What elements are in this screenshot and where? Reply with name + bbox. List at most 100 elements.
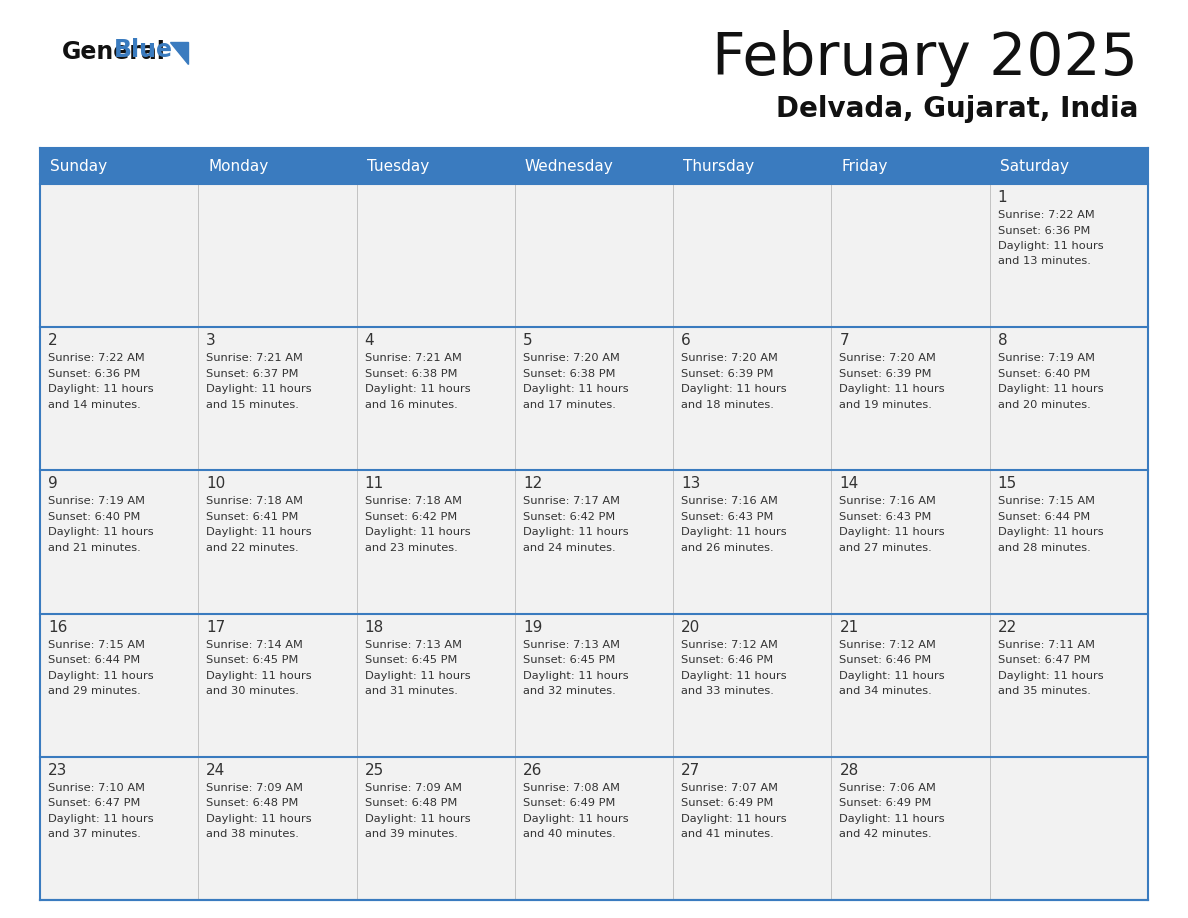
Text: 9: 9 — [48, 476, 58, 491]
Text: and 30 minutes.: and 30 minutes. — [207, 686, 299, 696]
Bar — [198, 327, 356, 470]
Bar — [514, 470, 674, 613]
Bar — [514, 184, 674, 327]
Text: Sunrise: 7:14 AM: Sunrise: 7:14 AM — [207, 640, 303, 650]
Text: Sunset: 6:44 PM: Sunset: 6:44 PM — [998, 512, 1089, 522]
Text: Sunset: 6:49 PM: Sunset: 6:49 PM — [840, 799, 931, 809]
Text: Daylight: 11 hours: Daylight: 11 hours — [840, 813, 944, 823]
Polygon shape — [170, 42, 188, 64]
Bar — [198, 184, 356, 327]
Text: Sunset: 6:37 PM: Sunset: 6:37 PM — [207, 369, 299, 379]
Text: 22: 22 — [998, 620, 1017, 634]
Text: Wednesday: Wednesday — [525, 159, 614, 174]
Bar — [40, 613, 198, 756]
Text: and 37 minutes.: and 37 minutes. — [48, 829, 141, 839]
Text: and 40 minutes.: and 40 minutes. — [523, 829, 615, 839]
Text: Sunset: 6:46 PM: Sunset: 6:46 PM — [681, 655, 773, 666]
Text: and 35 minutes.: and 35 minutes. — [998, 686, 1091, 696]
Text: General: General — [62, 40, 166, 64]
Text: Sunset: 6:49 PM: Sunset: 6:49 PM — [523, 799, 615, 809]
Text: 6: 6 — [681, 333, 691, 348]
Text: and 15 minutes.: and 15 minutes. — [207, 399, 299, 409]
Text: Sunrise: 7:07 AM: Sunrise: 7:07 AM — [681, 783, 778, 793]
Text: Sunrise: 7:20 AM: Sunrise: 7:20 AM — [681, 353, 778, 364]
Bar — [356, 184, 514, 327]
Text: Sunrise: 7:16 AM: Sunrise: 7:16 AM — [840, 497, 936, 507]
Text: Daylight: 11 hours: Daylight: 11 hours — [840, 671, 944, 680]
Text: Sunrise: 7:17 AM: Sunrise: 7:17 AM — [523, 497, 620, 507]
Text: Sunset: 6:49 PM: Sunset: 6:49 PM — [681, 799, 773, 809]
Text: and 26 minutes.: and 26 minutes. — [681, 543, 773, 553]
Text: Daylight: 11 hours: Daylight: 11 hours — [207, 528, 312, 537]
Text: Sunrise: 7:18 AM: Sunrise: 7:18 AM — [365, 497, 462, 507]
Text: Sunset: 6:43 PM: Sunset: 6:43 PM — [840, 512, 931, 522]
Text: Daylight: 11 hours: Daylight: 11 hours — [523, 813, 628, 823]
Text: Sunrise: 7:19 AM: Sunrise: 7:19 AM — [998, 353, 1094, 364]
Text: and 14 minutes.: and 14 minutes. — [48, 399, 140, 409]
Bar — [356, 756, 514, 900]
Text: Tuesday: Tuesday — [367, 159, 429, 174]
Text: 13: 13 — [681, 476, 701, 491]
Text: 5: 5 — [523, 333, 532, 348]
Text: Sunrise: 7:19 AM: Sunrise: 7:19 AM — [48, 497, 145, 507]
Bar — [356, 613, 514, 756]
Text: and 41 minutes.: and 41 minutes. — [681, 829, 773, 839]
Text: Sunrise: 7:09 AM: Sunrise: 7:09 AM — [365, 783, 462, 793]
Text: Sunset: 6:42 PM: Sunset: 6:42 PM — [523, 512, 615, 522]
Bar — [990, 756, 1148, 900]
Text: Sunset: 6:36 PM: Sunset: 6:36 PM — [48, 369, 140, 379]
Text: Daylight: 11 hours: Daylight: 11 hours — [207, 385, 312, 394]
Bar — [990, 613, 1148, 756]
Text: Daylight: 11 hours: Daylight: 11 hours — [48, 528, 153, 537]
Text: 24: 24 — [207, 763, 226, 778]
Text: Sunrise: 7:12 AM: Sunrise: 7:12 AM — [681, 640, 778, 650]
Text: Sunrise: 7:08 AM: Sunrise: 7:08 AM — [523, 783, 620, 793]
Text: 28: 28 — [840, 763, 859, 778]
Text: 1: 1 — [998, 190, 1007, 205]
Bar — [674, 327, 832, 470]
Text: Sunrise: 7:15 AM: Sunrise: 7:15 AM — [48, 640, 145, 650]
Text: Daylight: 11 hours: Daylight: 11 hours — [681, 528, 786, 537]
Text: 3: 3 — [207, 333, 216, 348]
Text: Thursday: Thursday — [683, 159, 754, 174]
Text: Sunset: 6:44 PM: Sunset: 6:44 PM — [48, 655, 140, 666]
Text: Sunrise: 7:21 AM: Sunrise: 7:21 AM — [365, 353, 461, 364]
Bar — [514, 756, 674, 900]
Text: Daylight: 11 hours: Daylight: 11 hours — [840, 385, 944, 394]
Text: Sunrise: 7:21 AM: Sunrise: 7:21 AM — [207, 353, 303, 364]
Text: 4: 4 — [365, 333, 374, 348]
Text: Sunrise: 7:15 AM: Sunrise: 7:15 AM — [998, 497, 1094, 507]
Text: Sunset: 6:39 PM: Sunset: 6:39 PM — [840, 369, 931, 379]
Bar — [832, 470, 990, 613]
Bar — [356, 327, 514, 470]
Bar — [40, 470, 198, 613]
Text: Saturday: Saturday — [1000, 159, 1069, 174]
Text: and 29 minutes.: and 29 minutes. — [48, 686, 140, 696]
Text: and 17 minutes.: and 17 minutes. — [523, 399, 615, 409]
Text: Sunrise: 7:18 AM: Sunrise: 7:18 AM — [207, 497, 303, 507]
Text: Sunset: 6:41 PM: Sunset: 6:41 PM — [207, 512, 298, 522]
Text: and 39 minutes.: and 39 minutes. — [365, 829, 457, 839]
Text: Daylight: 11 hours: Daylight: 11 hours — [48, 385, 153, 394]
Text: Daylight: 11 hours: Daylight: 11 hours — [48, 671, 153, 680]
Text: 23: 23 — [48, 763, 68, 778]
Text: Sunrise: 7:13 AM: Sunrise: 7:13 AM — [365, 640, 462, 650]
Text: 19: 19 — [523, 620, 542, 634]
Text: Daylight: 11 hours: Daylight: 11 hours — [365, 385, 470, 394]
Text: Sunrise: 7:09 AM: Sunrise: 7:09 AM — [207, 783, 303, 793]
Text: Sunset: 6:46 PM: Sunset: 6:46 PM — [840, 655, 931, 666]
Bar — [198, 470, 356, 613]
Bar — [514, 613, 674, 756]
Text: Daylight: 11 hours: Daylight: 11 hours — [523, 385, 628, 394]
Text: Daylight: 11 hours: Daylight: 11 hours — [207, 671, 312, 680]
Text: and 24 minutes.: and 24 minutes. — [523, 543, 615, 553]
Text: Sunrise: 7:16 AM: Sunrise: 7:16 AM — [681, 497, 778, 507]
Text: and 31 minutes.: and 31 minutes. — [365, 686, 457, 696]
Text: Blue: Blue — [114, 38, 173, 62]
Text: Sunrise: 7:20 AM: Sunrise: 7:20 AM — [523, 353, 620, 364]
Bar — [990, 470, 1148, 613]
Bar — [990, 184, 1148, 327]
Text: Sunset: 6:45 PM: Sunset: 6:45 PM — [365, 655, 457, 666]
Text: and 21 minutes.: and 21 minutes. — [48, 543, 140, 553]
Bar — [674, 756, 832, 900]
